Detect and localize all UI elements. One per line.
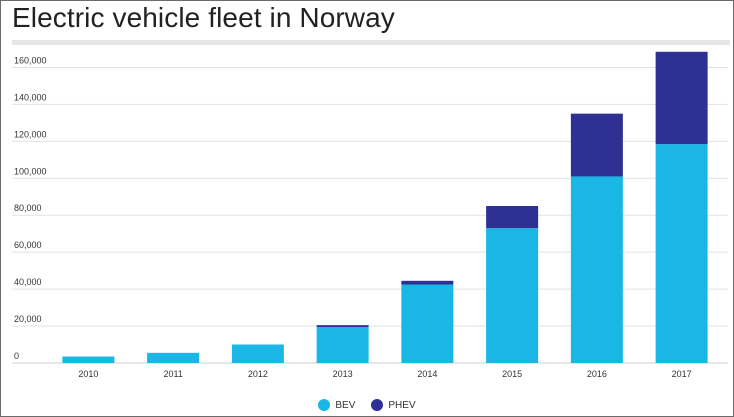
y-tick-label: 40,000 xyxy=(14,277,42,287)
bar-bev-2012[interactable] xyxy=(231,344,284,363)
legend-label-bev: BEV xyxy=(335,399,356,411)
legend: BEV PHEV xyxy=(0,396,734,414)
x-tick-label: 2012 xyxy=(248,369,268,379)
bar-bev-2014[interactable] xyxy=(401,284,454,364)
bar-phev-2015[interactable] xyxy=(486,206,539,229)
bar-bev-2016[interactable] xyxy=(570,176,623,363)
bars-layer xyxy=(62,51,708,364)
bar-phev-2017[interactable] xyxy=(655,51,708,145)
x-tick-label: 2016 xyxy=(587,369,607,379)
bar-bev-2013[interactable] xyxy=(316,326,369,363)
y-tick-label: 80,000 xyxy=(14,203,42,213)
title-underline xyxy=(12,40,730,45)
legend-label-phev: PHEV xyxy=(388,399,416,411)
y-tick-label: 0 xyxy=(14,351,19,361)
legend-swatch-phev xyxy=(371,399,384,411)
chart-title: Electric vehicle fleet in Norway xyxy=(12,2,395,33)
y-tick-label: 140,000 xyxy=(14,92,47,102)
bar-bev-2017[interactable] xyxy=(655,144,708,363)
y-tick-label: 20,000 xyxy=(14,314,42,324)
x-tick-label: 2010 xyxy=(78,369,98,379)
legend-item-bev[interactable]: BEV xyxy=(318,399,355,411)
x-tick-label: 2013 xyxy=(333,369,353,379)
legend-item-phev[interactable]: PHEV xyxy=(371,399,416,411)
bar-bev-2015[interactable] xyxy=(486,228,539,363)
y-tick-label: 60,000 xyxy=(14,240,42,250)
y-tick-label: 100,000 xyxy=(14,166,47,176)
legend-swatch-bev xyxy=(318,399,331,411)
bar-bev-2010[interactable] xyxy=(62,356,115,363)
labels-layer: 0 20,000 40,000 60,000 80,000 100,000 120,000 1… xyxy=(14,55,692,379)
bar-phev-2014[interactable] xyxy=(401,280,454,285)
x-tick-label: 2014 xyxy=(417,369,437,379)
x-tick-label: 2011 xyxy=(163,369,182,379)
bar-phev-2016[interactable] xyxy=(570,113,623,177)
y-tick-label: 160,000 xyxy=(14,55,47,65)
bar-phev-2013[interactable] xyxy=(316,325,369,327)
x-tick-label: 2017 xyxy=(672,369,692,379)
bar-bev-2011[interactable] xyxy=(147,352,200,363)
x-tick-label: 2015 xyxy=(502,369,522,379)
y-tick-label: 120,000 xyxy=(14,129,47,139)
